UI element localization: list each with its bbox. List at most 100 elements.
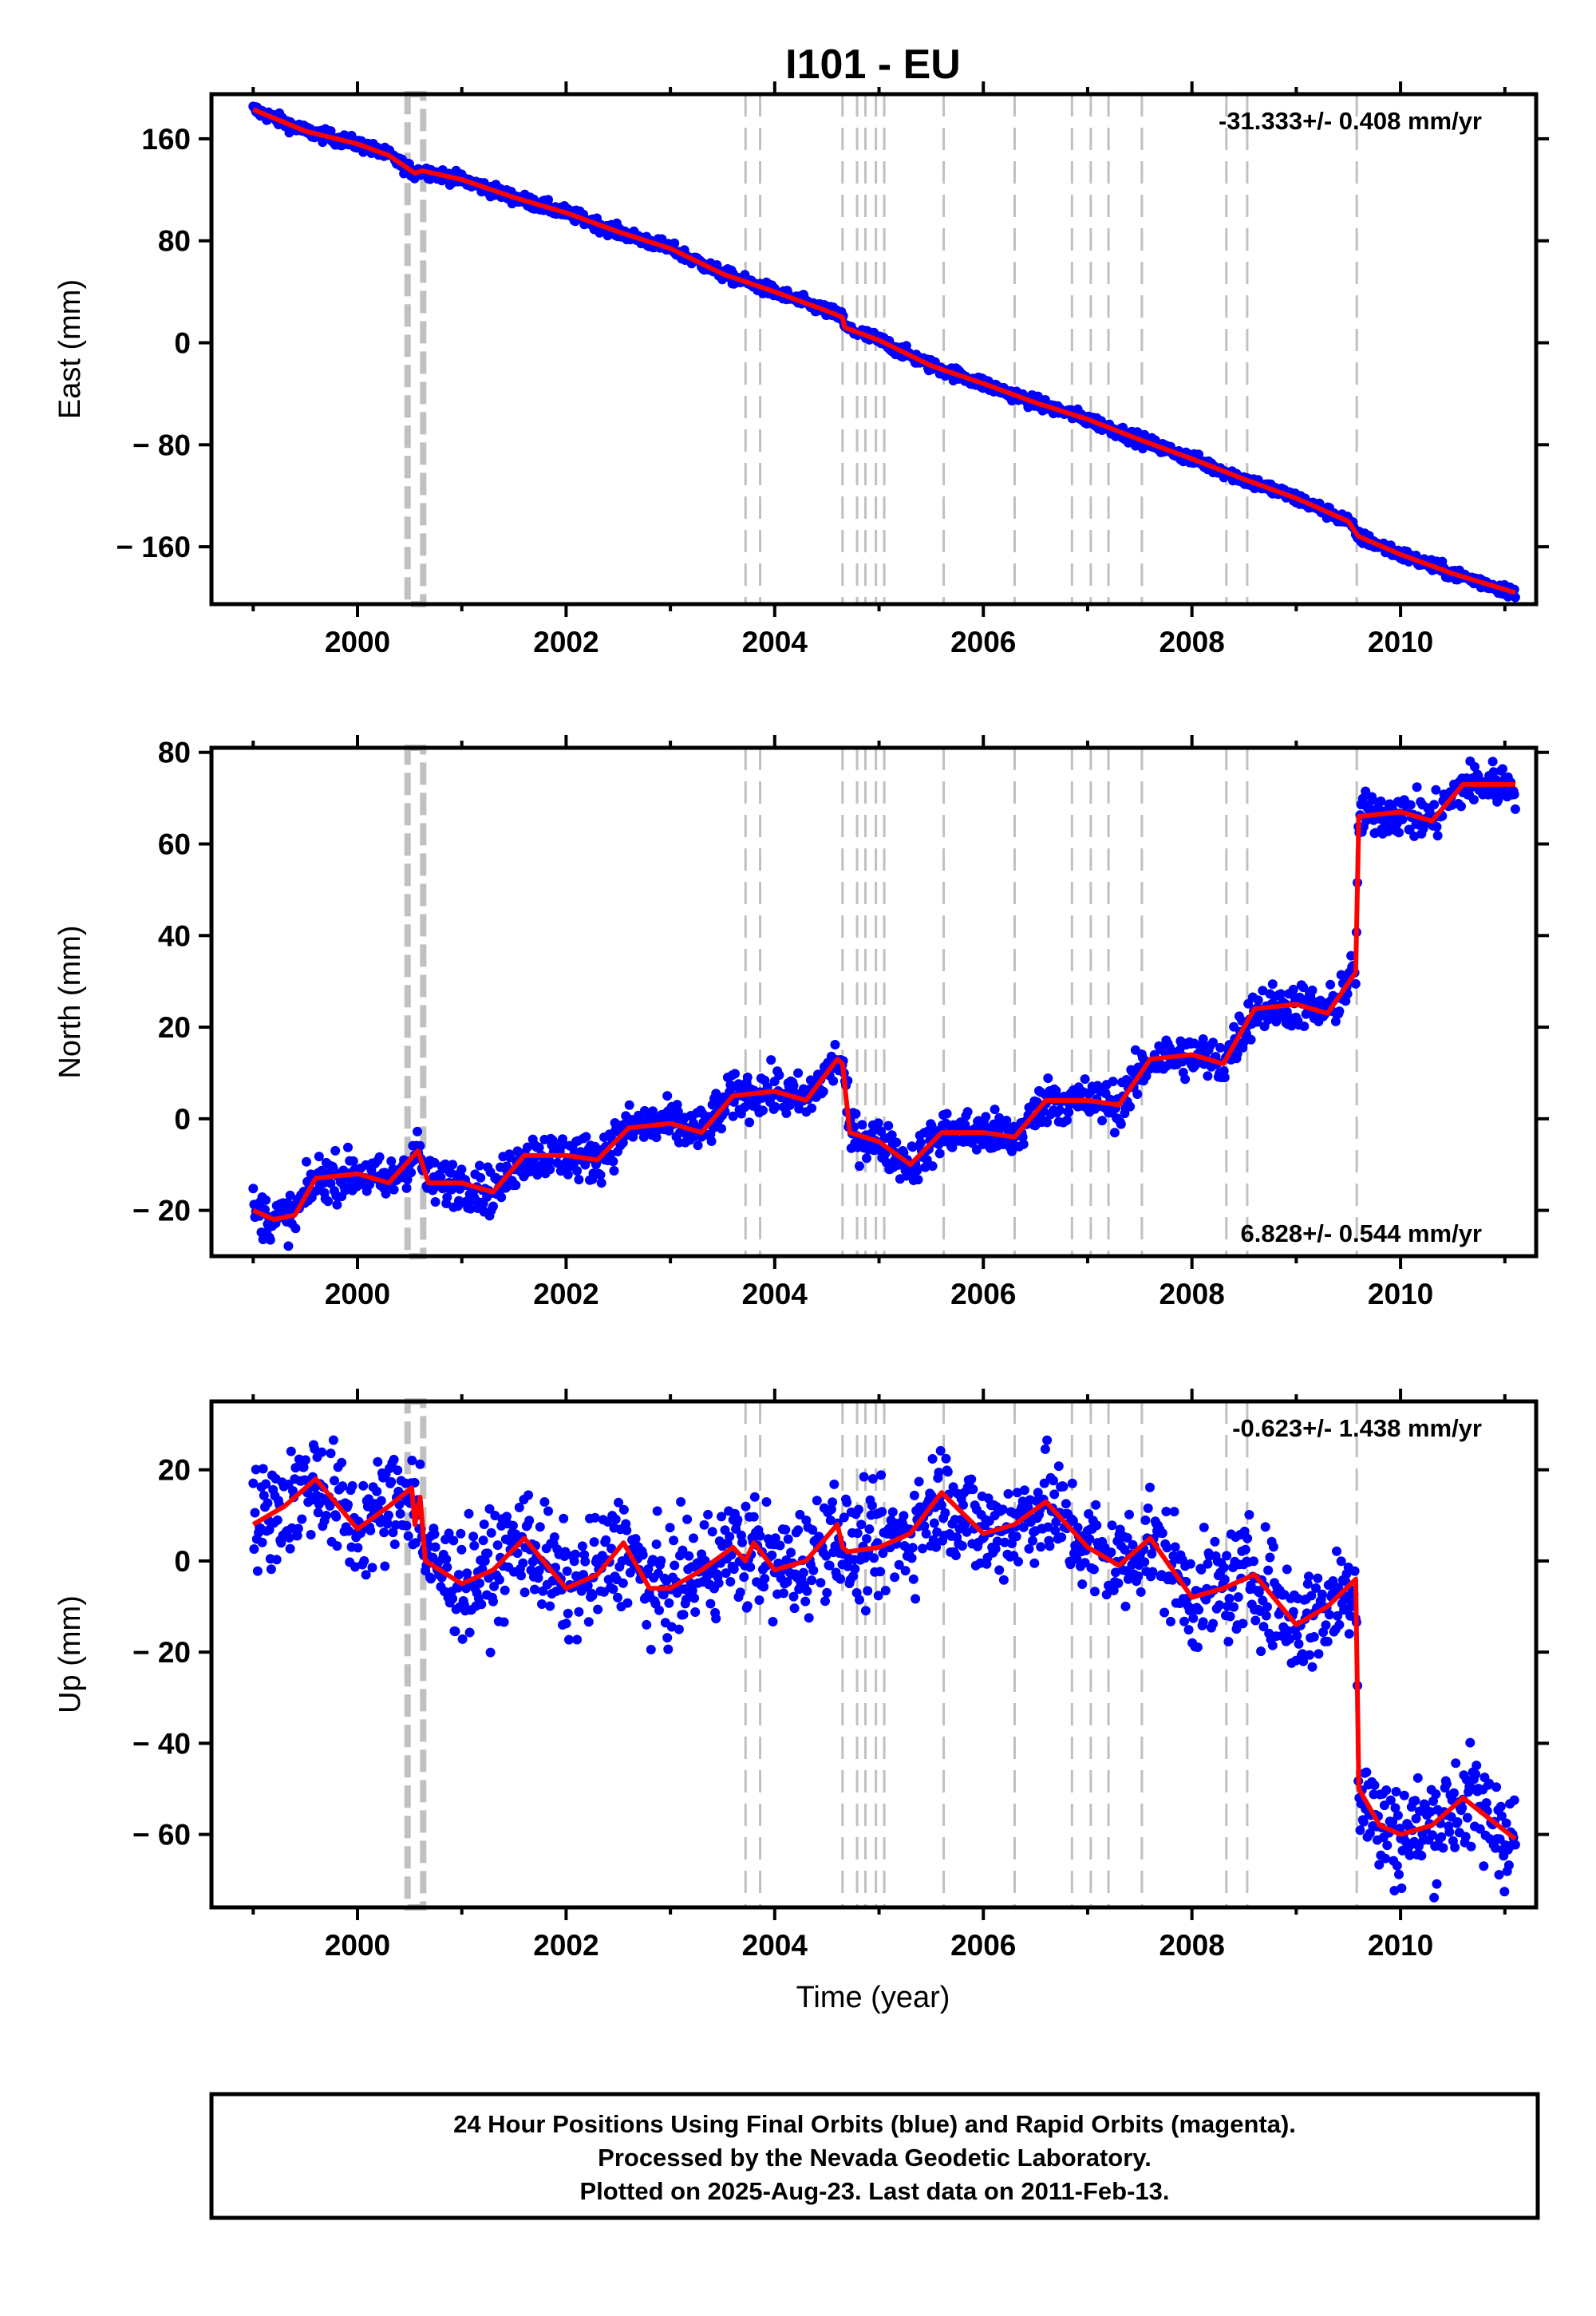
data-point (630, 1534, 641, 1544)
data-point (608, 1584, 618, 1595)
data-point (850, 1563, 860, 1574)
data-point (347, 1480, 358, 1491)
data-point (489, 1581, 500, 1591)
data-point (1215, 1600, 1225, 1611)
data-point (670, 1560, 680, 1571)
data-point (794, 1104, 804, 1114)
data-point (476, 1599, 487, 1610)
data-point (494, 1575, 504, 1585)
data-point (595, 1170, 606, 1180)
data-point (1405, 800, 1416, 810)
data-point (1258, 986, 1268, 996)
data-point (1495, 1801, 1506, 1812)
data-point (1325, 979, 1336, 990)
data-point (1333, 1611, 1343, 1621)
data-point (642, 1619, 652, 1630)
data-point (1496, 1811, 1507, 1821)
data-point (1143, 1503, 1153, 1513)
data-point (1475, 1824, 1485, 1834)
data-point (1003, 1488, 1013, 1499)
data-point (739, 1572, 749, 1583)
data-point (759, 1582, 769, 1592)
data-point (1061, 1499, 1071, 1509)
data-point (413, 1126, 422, 1136)
y-axis-label: North (mm) (53, 925, 87, 1078)
data-point (867, 1500, 877, 1511)
x-axis-ticks: 2000 2002 2004 2006 2008 2010 (251, 1389, 1507, 1962)
data-point (1250, 1615, 1261, 1626)
data-point (950, 1551, 961, 1560)
data-point (842, 1497, 852, 1508)
data-point (1140, 1515, 1151, 1525)
data-point (1198, 1617, 1208, 1627)
data-point (379, 1528, 389, 1538)
data-point (1450, 1842, 1460, 1852)
data-point (804, 1613, 814, 1623)
data-point (754, 1595, 764, 1605)
data-point (665, 1523, 675, 1533)
data-point (908, 1574, 918, 1584)
data-point (488, 1596, 498, 1607)
data-point (1381, 1785, 1392, 1796)
data-point (310, 1444, 320, 1454)
data-point (736, 1530, 746, 1540)
data-point (913, 1175, 923, 1185)
data-point (830, 1040, 840, 1049)
data-point (587, 1591, 598, 1601)
data-point (942, 1467, 953, 1477)
data-point (1425, 1807, 1436, 1817)
data-point (285, 1190, 295, 1200)
data-point (1194, 1605, 1204, 1615)
x-tick-label: 2006 (950, 626, 1016, 658)
data-point (1145, 1482, 1155, 1492)
data-point (1140, 1557, 1150, 1567)
data-point (887, 1130, 897, 1140)
data-point (1294, 1638, 1304, 1649)
data-point (1314, 1649, 1324, 1659)
data-point (1242, 1533, 1253, 1543)
data-point (1261, 1611, 1271, 1621)
event-lines (404, 91, 1358, 607)
x-tick-label: 2002 (533, 626, 598, 658)
data-point (928, 1535, 938, 1545)
data-point (1043, 1522, 1053, 1532)
data-point (1285, 1634, 1295, 1644)
data-point (828, 1076, 839, 1086)
data-point (1311, 1583, 1321, 1593)
data-point (855, 1161, 864, 1172)
data-point (816, 1578, 826, 1588)
data-point (1073, 1523, 1083, 1532)
x-tick-label: 2010 (1368, 1278, 1433, 1310)
data-point (735, 1587, 745, 1598)
data-point (706, 1136, 717, 1146)
data-point (652, 1506, 662, 1516)
data-point (915, 1137, 926, 1148)
data-point (690, 1607, 701, 1617)
data-point (524, 1516, 535, 1526)
data-point (1361, 1767, 1372, 1777)
data-point (1355, 1825, 1365, 1836)
data-point (440, 1159, 451, 1169)
data-point (1444, 1827, 1455, 1837)
data-point (410, 1538, 421, 1548)
x-tick-label: 2010 (1368, 626, 1433, 658)
data-point (614, 1497, 624, 1508)
data-point (407, 1456, 417, 1465)
data-point (890, 1572, 900, 1583)
data-point (711, 1089, 721, 1099)
x-tick-label: 2008 (1159, 626, 1225, 658)
data-point (572, 1634, 583, 1645)
data-point (1058, 1481, 1069, 1492)
data-point (855, 1595, 864, 1605)
data-point (856, 1520, 867, 1530)
data-point (725, 1531, 735, 1542)
data-point (1244, 1510, 1254, 1520)
data-point (271, 1555, 282, 1565)
data-point (1072, 1554, 1082, 1564)
data-point (1111, 1567, 1120, 1578)
data-point (663, 1644, 674, 1654)
data-point (1457, 1803, 1468, 1813)
data-point (682, 1514, 693, 1524)
data-point (1509, 789, 1519, 800)
data-point (251, 1464, 261, 1475)
